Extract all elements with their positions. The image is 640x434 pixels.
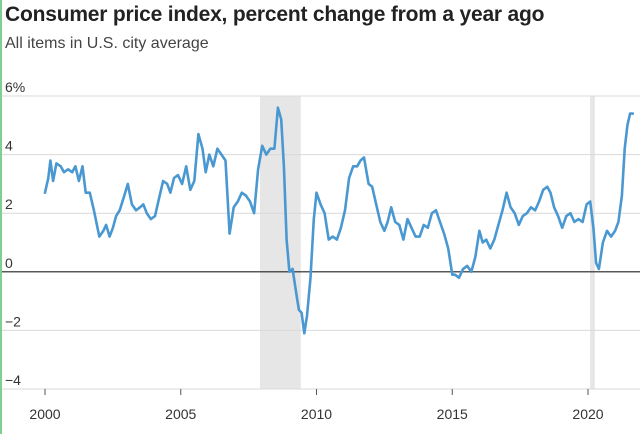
y-tick-label: 6% (5, 79, 25, 95)
recession-shading-group (260, 96, 595, 389)
y-tick-label: 2 (5, 196, 13, 212)
series-line-cpi (43, 106, 635, 335)
y-tick-label: 4 (5, 138, 13, 154)
chart-title: Consumer price index, percent change fro… (5, 3, 545, 26)
x-tick-label: 2010 (301, 406, 332, 422)
recession-band-1 (260, 96, 301, 389)
recession-band-2 (590, 96, 595, 389)
tick-labels-group: −4 −2 0 2 4 6% 2000 2005 2010 2015 2020 (5, 79, 604, 422)
series-group (43, 106, 635, 335)
x-tick-label: 2000 (29, 406, 60, 422)
x-axis-ticks-group (44, 389, 589, 395)
x-tick-label: 2015 (437, 406, 468, 422)
x-tick-label: 2020 (572, 406, 603, 422)
left-accent-bar (0, 0, 2, 434)
chart-subtitle: All items in U.S. city average (5, 35, 209, 52)
y-tick-label: 0 (5, 255, 13, 271)
y-tick-label: −4 (5, 372, 21, 388)
gridlines-group (2, 95, 640, 390)
x-tick-label: 2005 (165, 406, 196, 422)
y-tick-label: −2 (5, 313, 21, 329)
